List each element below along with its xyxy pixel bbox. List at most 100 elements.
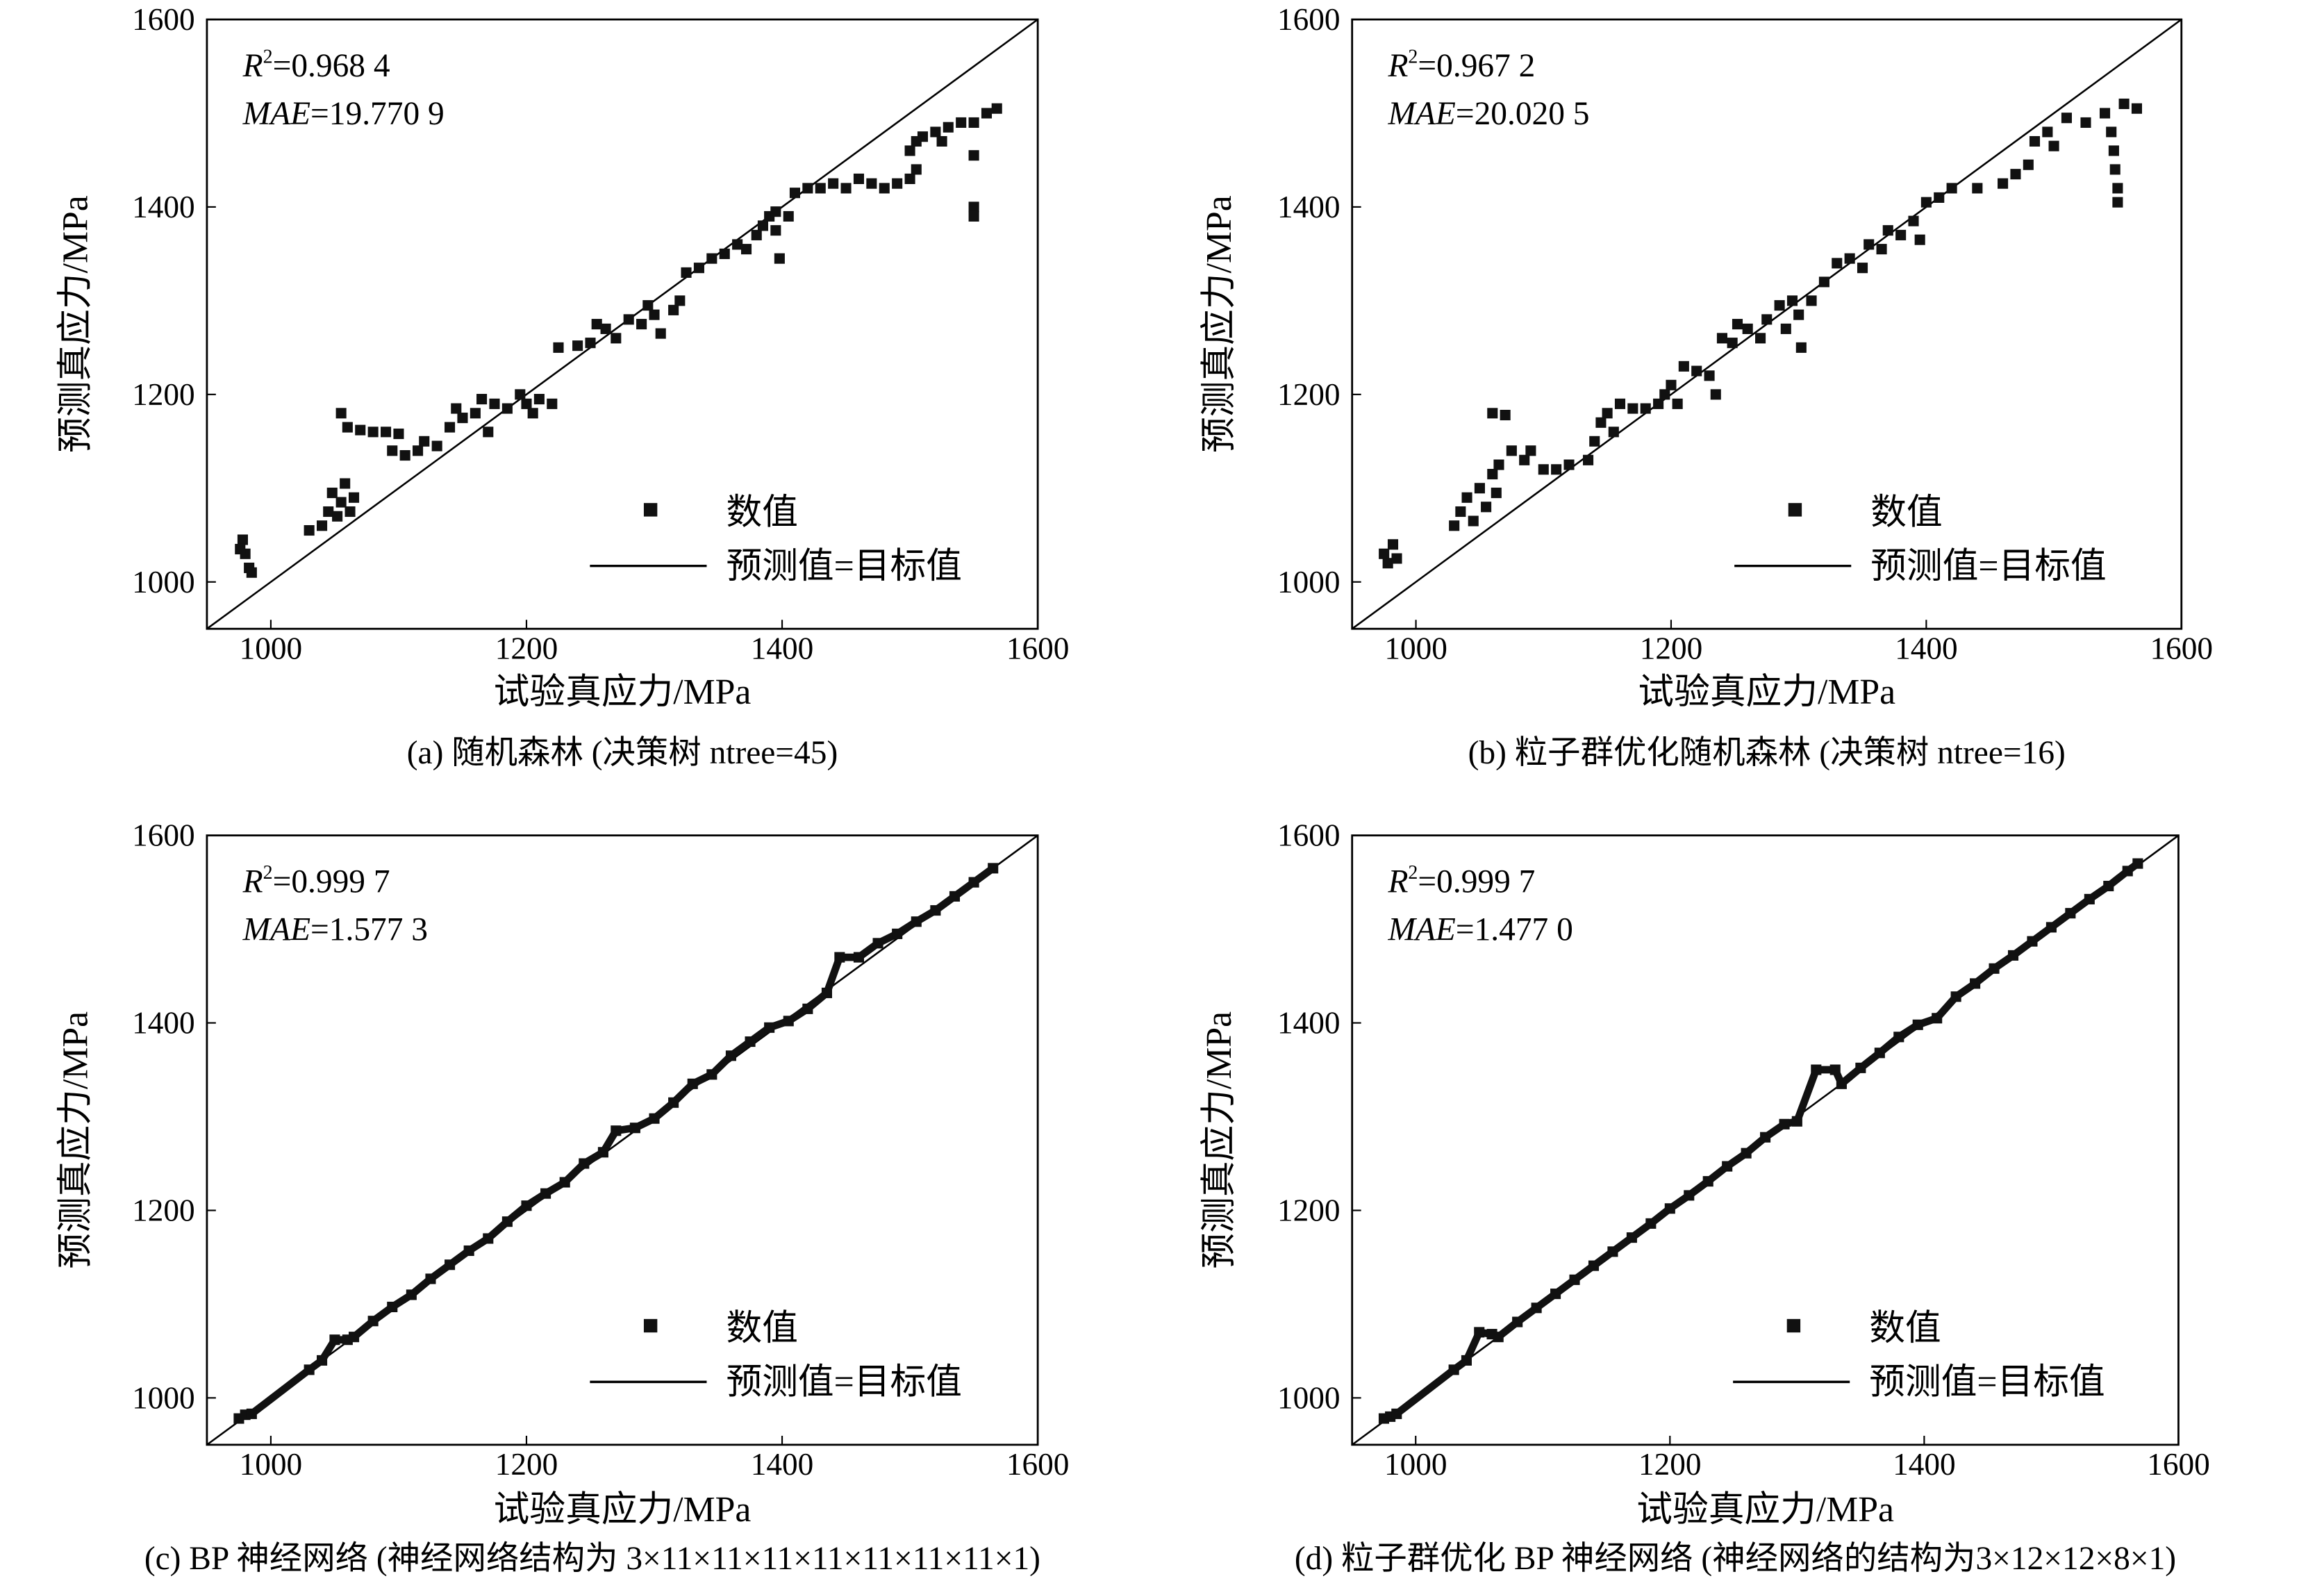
- mae-value: =20.020 5: [1456, 96, 1590, 132]
- data-point: [611, 333, 622, 344]
- mae-value: =19.770 9: [310, 96, 445, 132]
- data-point: [2048, 140, 2059, 151]
- data-point: [757, 220, 768, 231]
- data-point: [1487, 469, 1498, 480]
- data-point: [681, 267, 692, 278]
- data-point: [892, 928, 903, 939]
- y-tick-label: 1200: [132, 377, 195, 412]
- data-point: [2118, 98, 2130, 110]
- data-point: [649, 309, 660, 320]
- data-point: [1531, 1302, 1542, 1314]
- data-point: [237, 534, 248, 545]
- data-point: [1989, 963, 2000, 974]
- plot-frame: [206, 18, 1039, 630]
- data-point: [345, 506, 356, 518]
- x-tick-label: 1200: [495, 1447, 558, 1482]
- legend-label-line: 预测值=目标值: [726, 1363, 961, 1402]
- data-point: [1551, 464, 1562, 475]
- data-point: [904, 173, 915, 184]
- y-tick-label: 1200: [1277, 1193, 1341, 1228]
- data-point: [1379, 548, 1390, 559]
- data-point: [911, 164, 922, 175]
- panel-caption: (c) BP 神经网络 (神经网络结构为 3×11×11×11×11×11×11…: [144, 1540, 1040, 1577]
- y-axis-label: 预测真应力/MPa: [1200, 195, 1239, 453]
- data-point: [1684, 1190, 1695, 1201]
- data-point: [1588, 1260, 1600, 1271]
- chart-panel-a: 1000 1200 1400 1600 1000 1200 1400 1600 R2=0.968…: [56, 2, 1069, 771]
- data-point: [774, 253, 785, 264]
- data-point: [956, 117, 967, 129]
- data-point: [521, 1200, 532, 1211]
- r2-label: R: [1387, 48, 1408, 84]
- data-point: [246, 1408, 257, 1419]
- data-point: [246, 567, 257, 578]
- mae-label: MAE: [242, 96, 310, 132]
- data-point: [515, 389, 526, 400]
- data-point: [693, 263, 704, 274]
- reference-line: [206, 18, 1038, 630]
- x-axis-label: 试验真应力/MPa: [1636, 1490, 1894, 1530]
- data-point: [968, 877, 979, 888]
- r2-label: R: [1387, 864, 1408, 900]
- x-tick-label: 1600: [1006, 1447, 1070, 1482]
- x-tick-label: 1200: [495, 631, 558, 665]
- data-point: [1391, 1408, 1402, 1419]
- legend-label-line: 预测值=目标值: [726, 547, 961, 586]
- data-point: [1525, 445, 1536, 456]
- data-point: [706, 1069, 717, 1080]
- data-point: [2122, 866, 2133, 877]
- data-point: [1481, 502, 1492, 513]
- data-point: [1500, 409, 1511, 421]
- data-point: [1391, 553, 1402, 564]
- data-point: [2007, 950, 2019, 961]
- panel-caption: (b) 粒子群优化随机森林 (决策树 ntree=16): [1468, 735, 2066, 771]
- r2-annotation: R2=0.967 2: [1387, 47, 1535, 84]
- data-point: [1836, 1078, 1847, 1089]
- data-point: [1793, 309, 1804, 320]
- plot-frame: [1351, 18, 2183, 630]
- data-point: [597, 1147, 608, 1158]
- data-point: [235, 543, 246, 555]
- data-point: [1779, 1118, 1790, 1129]
- data-point: [2042, 126, 2053, 138]
- data-point: [1448, 1364, 1459, 1375]
- x-tick-label: 1000: [240, 1447, 303, 1482]
- x-tick-label: 1400: [751, 1447, 814, 1482]
- y-tick-label: 1600: [132, 818, 195, 853]
- data-point: [740, 244, 752, 255]
- data-point: [1732, 319, 1743, 330]
- data-point: [687, 1078, 698, 1089]
- data-point: [1640, 403, 1651, 414]
- y-tick-label: 1000: [1277, 565, 1341, 599]
- data-point: [1998, 178, 2009, 189]
- data-point: [579, 1158, 590, 1169]
- data-point: [1461, 1355, 1472, 1366]
- data-point: [304, 524, 315, 536]
- r2-annotation: R2=0.999 7: [1387, 862, 1535, 900]
- legend-label-points: 数值: [726, 1309, 797, 1348]
- data-point: [451, 403, 462, 414]
- data-point: [655, 328, 666, 339]
- data-point: [559, 1177, 570, 1188]
- data-point: [1538, 464, 1549, 475]
- r2-annotation: R2=0.968 4: [242, 47, 390, 84]
- data-point: [1653, 398, 1664, 409]
- data-point: [770, 225, 781, 236]
- data-point: [1795, 342, 1807, 353]
- r2-value: =0.999 7: [273, 864, 390, 900]
- data-point: [1806, 295, 1817, 306]
- plot-frame: [1351, 834, 2180, 1446]
- data-point: [1970, 978, 1981, 989]
- y-tick-label: 1400: [1277, 190, 1341, 224]
- x-axis-label: 试验真应力/MPa: [494, 672, 752, 712]
- data-point: [1741, 1148, 1752, 1159]
- y-tick-label: 1200: [1277, 377, 1341, 412]
- data-point: [600, 323, 611, 334]
- data-point: [725, 1050, 736, 1061]
- mae-label: MAE: [242, 912, 310, 948]
- data-point: [1760, 1132, 1771, 1143]
- data-point: [751, 229, 762, 240]
- r2-value: =0.967 2: [1418, 48, 1535, 84]
- data-point: [936, 135, 947, 147]
- y-tick-label: 1000: [1277, 1380, 1341, 1415]
